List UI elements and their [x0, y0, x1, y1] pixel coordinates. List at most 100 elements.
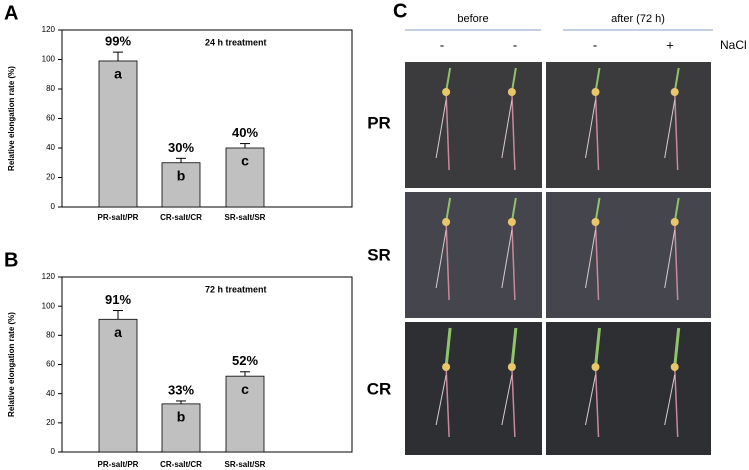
nacl-sign: -: [440, 37, 444, 52]
seedling-root: [435, 374, 447, 426]
y-tick-label: 60: [46, 114, 55, 123]
y-tick-label: 100: [42, 55, 56, 64]
y-axis-label: Relative elongation rate (%): [7, 66, 16, 171]
y-axis-label: Relative elongation rate (%): [7, 312, 16, 417]
seedling-root: [435, 99, 447, 159]
x-tick-label: SR-salt/SR: [225, 460, 266, 469]
value-label: 40%: [232, 125, 258, 140]
value-label: 52%: [232, 353, 258, 368]
seedling-root: [501, 229, 513, 289]
seedling-root: [664, 374, 676, 426]
annotation: 24 h treatment: [205, 37, 267, 47]
y-tick-label: 0: [51, 202, 56, 211]
header: before: [457, 13, 488, 25]
seed: [442, 88, 451, 96]
seedling-root: [594, 91, 600, 171]
row-label: PR: [367, 113, 391, 132]
seedling-shoot: [673, 67, 680, 93]
seedling-shoot: [510, 197, 517, 223]
bar: [225, 375, 265, 453]
seedling-root: [585, 229, 596, 289]
seedling-shoot: [510, 67, 517, 93]
y-tick-label: 120: [42, 25, 56, 34]
x-tick-label: PR-salt/PR: [98, 460, 139, 469]
seed: [591, 218, 600, 226]
y-tick-label: 0: [51, 447, 56, 456]
y-tick-label: 100: [42, 301, 56, 310]
y-tick-label: 80: [46, 84, 55, 93]
y-tick-label: 40: [46, 143, 55, 152]
group-letter: a: [114, 66, 122, 82]
seedling-shoot: [594, 327, 601, 368]
seedling-root: [673, 91, 679, 171]
value-label: 99%: [105, 34, 131, 49]
photo: [405, 62, 542, 188]
header: after (72 h): [611, 13, 665, 25]
photo: [405, 192, 542, 318]
photos: [405, 62, 711, 455]
seedling-root: [435, 229, 447, 289]
photo: [546, 322, 711, 455]
panel-label: C: [393, 0, 407, 22]
photo: [546, 192, 711, 318]
panel-label: B: [4, 249, 18, 271]
seed: [507, 363, 516, 371]
seedling-shoot: [673, 327, 681, 368]
seedling-root: [511, 366, 516, 438]
photo: [546, 62, 711, 188]
group-letter: c: [241, 381, 249, 397]
seedling-root: [585, 99, 596, 159]
nacl-sign: -: [513, 37, 517, 52]
x-tick-label: PR-salt/PR: [98, 213, 139, 222]
seedling-root: [511, 91, 516, 171]
row-label: SR: [367, 245, 391, 264]
seedling-shoot: [594, 67, 601, 93]
photo: [405, 322, 542, 455]
panel-label: A: [4, 2, 18, 24]
seed: [591, 88, 600, 96]
seedling-root: [673, 221, 679, 301]
x-tick-label: CR-salt/CR: [160, 460, 202, 469]
seed: [442, 218, 451, 226]
seed: [670, 363, 679, 371]
seedling-shoot: [445, 197, 452, 223]
seed: [442, 363, 451, 371]
seedling-root: [585, 374, 596, 426]
seedling-shoot: [445, 67, 452, 93]
bar: [225, 147, 265, 208]
group-letter: a: [114, 324, 122, 340]
x-tick-label: SR-salt/SR: [225, 213, 266, 222]
y-tick-label: 20: [46, 418, 55, 427]
y-tick-label: 120: [42, 272, 56, 281]
x-tick-label: CR-salt/CR: [160, 213, 202, 222]
seedling-root: [501, 99, 513, 159]
group-letter: b: [177, 409, 186, 425]
seedling-shoot: [594, 197, 601, 223]
seedling-root: [445, 221, 450, 301]
nacl-sign: -: [593, 37, 597, 52]
seed: [670, 218, 679, 226]
nacl-label: NaCl: [720, 38, 747, 52]
y-tick-label: 60: [46, 360, 55, 369]
nacl-sign: +: [666, 37, 674, 52]
seedling-root: [664, 99, 676, 159]
seedling-root: [594, 366, 600, 438]
seed: [591, 363, 600, 371]
seedling-root: [445, 366, 450, 438]
seedling-shoot: [444, 327, 452, 368]
seedling-root: [673, 366, 679, 438]
seedling-root: [445, 91, 450, 171]
seedling-shoot: [673, 197, 680, 223]
annotation: 72 h treatment: [205, 284, 267, 294]
bar: [98, 60, 138, 208]
value-label: 33%: [168, 382, 194, 397]
value-label: 91%: [105, 292, 131, 307]
value-label: 30%: [168, 140, 194, 155]
y-tick-label: 40: [46, 389, 55, 398]
seedling-root: [501, 374, 513, 426]
seedling-root: [664, 229, 676, 289]
group-letter: c: [241, 153, 249, 169]
row-label: CR: [367, 379, 392, 398]
seedling-root: [594, 221, 600, 301]
seedling-shoot: [510, 327, 518, 368]
